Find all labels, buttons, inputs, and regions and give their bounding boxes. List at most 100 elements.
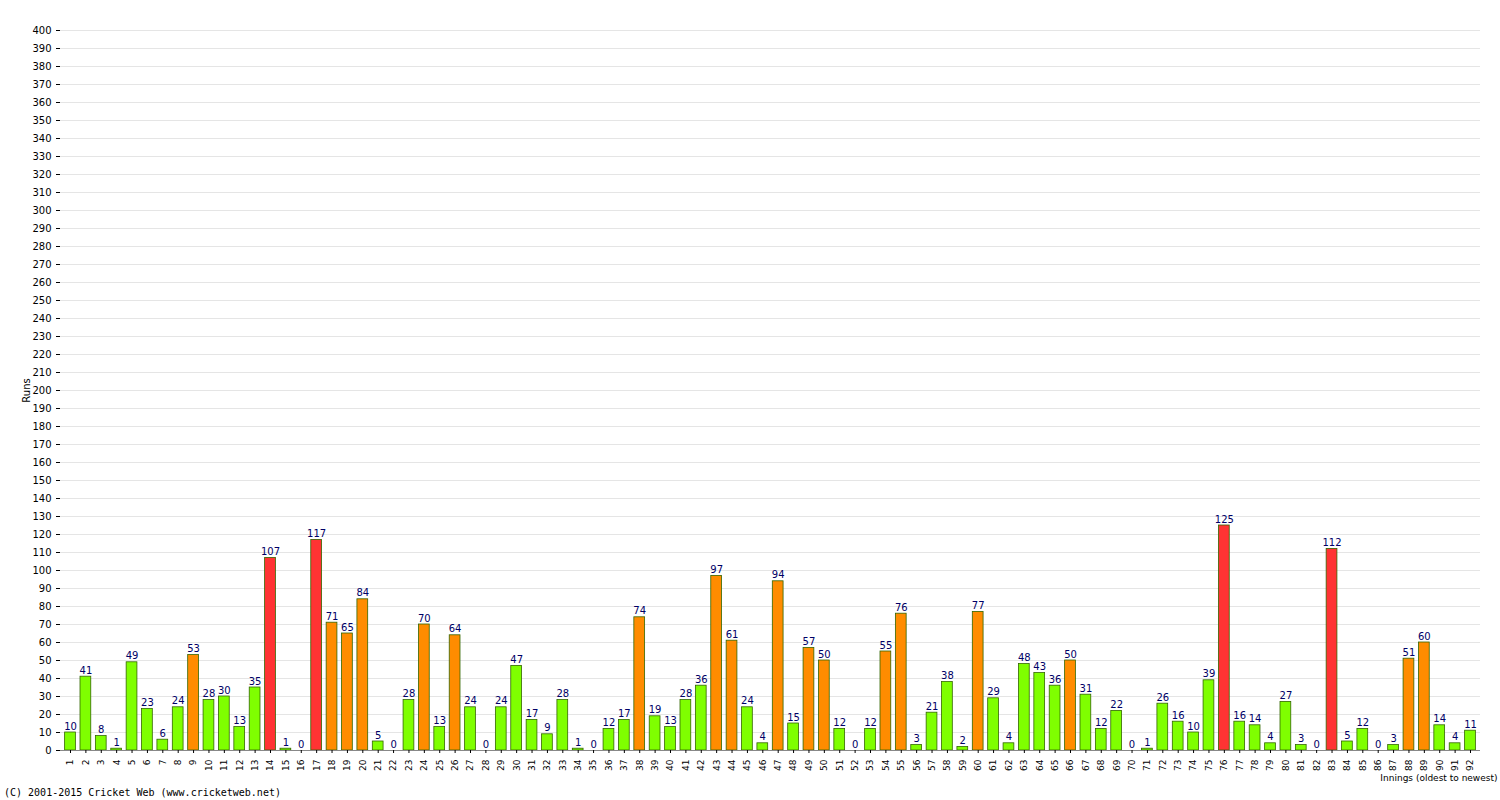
svg-text:24: 24 [495, 695, 508, 706]
svg-text:41: 41 [681, 760, 691, 771]
svg-text:69: 69 [1112, 759, 1122, 771]
svg-text:125: 125 [1215, 514, 1234, 525]
svg-text:16: 16 [1172, 710, 1185, 721]
svg-text:9: 9 [544, 722, 550, 733]
svg-text:58: 58 [942, 759, 952, 771]
svg-text:60: 60 [973, 759, 983, 771]
svg-text:68: 68 [1096, 759, 1106, 771]
svg-text:310: 310 [32, 187, 51, 198]
svg-text:75: 75 [1204, 760, 1214, 771]
svg-text:21: 21 [373, 760, 383, 771]
svg-text:59: 59 [958, 759, 968, 771]
svg-text:84: 84 [1342, 759, 1352, 771]
svg-text:73: 73 [1173, 760, 1183, 771]
svg-text:24: 24 [172, 695, 185, 706]
svg-text:1: 1 [283, 737, 289, 748]
svg-text:44: 44 [727, 759, 737, 771]
svg-text:50: 50 [819, 759, 829, 771]
svg-text:112: 112 [1322, 537, 1341, 548]
svg-text:66: 66 [1065, 759, 1075, 771]
svg-text:90: 90 [39, 583, 52, 594]
svg-text:76: 76 [895, 602, 908, 613]
svg-text:1: 1 [113, 737, 119, 748]
svg-text:0: 0 [390, 739, 396, 750]
svg-text:0: 0 [298, 739, 304, 750]
svg-text:1: 1 [65, 760, 75, 766]
svg-text:340: 340 [32, 133, 51, 144]
svg-text:19: 19 [342, 759, 352, 771]
svg-text:120: 120 [32, 529, 51, 540]
svg-text:0: 0 [590, 739, 596, 750]
svg-text:16: 16 [1233, 710, 1246, 721]
svg-text:140: 140 [32, 493, 51, 504]
svg-text:7: 7 [158, 760, 168, 766]
svg-text:4: 4 [1267, 731, 1273, 742]
svg-text:400: 400 [32, 25, 51, 36]
svg-text:Innings (oldest to newest): Innings (oldest to newest) [1380, 773, 1497, 783]
svg-text:26: 26 [450, 759, 460, 771]
svg-text:1: 1 [575, 737, 581, 748]
svg-text:71: 71 [326, 611, 339, 622]
svg-text:4: 4 [112, 759, 122, 765]
svg-text:21: 21 [926, 701, 939, 712]
svg-text:Runs: Runs [21, 378, 32, 402]
svg-text:57: 57 [927, 760, 937, 771]
svg-text:24: 24 [464, 695, 477, 706]
svg-text:190: 190 [32, 403, 51, 414]
svg-text:0: 0 [483, 739, 489, 750]
svg-text:65: 65 [1050, 760, 1060, 771]
svg-text:10: 10 [39, 727, 52, 738]
svg-text:290: 290 [32, 223, 51, 234]
svg-text:150: 150 [32, 475, 51, 486]
svg-text:50: 50 [39, 655, 52, 666]
svg-text:5: 5 [127, 760, 137, 766]
svg-text:14: 14 [1249, 713, 1262, 724]
svg-text:24: 24 [419, 759, 429, 771]
svg-text:88: 88 [1404, 759, 1414, 771]
svg-text:220: 220 [32, 349, 51, 360]
svg-text:14: 14 [265, 759, 275, 771]
svg-text:49: 49 [804, 759, 814, 771]
svg-text:27: 27 [465, 760, 475, 771]
svg-text:15: 15 [787, 712, 800, 723]
svg-text:30: 30 [512, 759, 522, 771]
svg-text:87: 87 [1388, 760, 1398, 771]
svg-text:17: 17 [618, 708, 631, 719]
svg-text:51: 51 [835, 760, 845, 771]
svg-text:94: 94 [772, 569, 785, 580]
svg-text:13: 13 [664, 715, 677, 726]
svg-text:5: 5 [1344, 730, 1350, 741]
svg-text:17: 17 [526, 708, 539, 719]
svg-text:47: 47 [510, 654, 523, 665]
svg-text:79: 79 [1265, 759, 1275, 771]
svg-text:51: 51 [1403, 647, 1416, 658]
svg-text:390: 390 [32, 43, 51, 54]
svg-text:43: 43 [712, 760, 722, 771]
svg-text:82: 82 [1312, 760, 1322, 771]
svg-text:76: 76 [1219, 759, 1229, 771]
svg-text:97: 97 [710, 564, 723, 575]
svg-text:130: 130 [32, 511, 51, 522]
svg-text:34: 34 [573, 759, 583, 771]
svg-text:53: 53 [187, 643, 200, 654]
svg-text:160: 160 [32, 457, 51, 468]
svg-text:74: 74 [633, 605, 646, 616]
svg-text:270: 270 [32, 259, 51, 270]
svg-text:28: 28 [481, 759, 491, 771]
svg-text:330: 330 [32, 151, 51, 162]
svg-text:16: 16 [296, 759, 306, 771]
svg-text:360: 360 [32, 97, 51, 108]
svg-text:380: 380 [32, 61, 51, 72]
svg-text:5: 5 [375, 730, 381, 741]
svg-text:32: 32 [542, 760, 552, 771]
svg-text:3: 3 [96, 760, 106, 766]
svg-text:81: 81 [1296, 760, 1306, 771]
svg-text:77: 77 [972, 600, 985, 611]
svg-text:250: 250 [32, 295, 51, 306]
svg-text:230: 230 [32, 331, 51, 342]
svg-text:260: 260 [32, 277, 51, 288]
svg-text:47: 47 [773, 760, 783, 771]
svg-text:70: 70 [418, 613, 431, 624]
svg-text:4: 4 [760, 731, 766, 742]
svg-text:1: 1 [1144, 737, 1150, 748]
